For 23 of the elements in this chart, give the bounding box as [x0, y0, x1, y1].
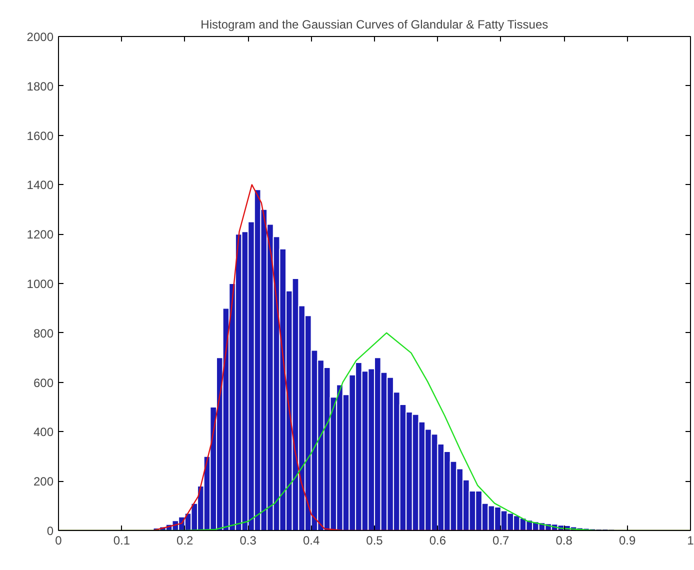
- x-tick-label: 0.8: [556, 534, 573, 548]
- y-tick-label: 600: [33, 376, 54, 390]
- x-tick-label: 0.7: [492, 534, 510, 548]
- x-tick-label: 0.5: [366, 534, 384, 548]
- y-tick-label: 0: [46, 524, 54, 538]
- x-tick-label: 0.1: [113, 534, 130, 548]
- y-tick-label: 400: [33, 425, 54, 440]
- x-tick-label: 0.2: [176, 534, 194, 548]
- x-tick-label: 0.4: [302, 534, 320, 548]
- x-tick-label: 1: [687, 534, 694, 548]
- y-tick-label: 1600: [26, 128, 54, 143]
- y-tick-label: 200: [33, 474, 54, 489]
- y-tick-label: 2000: [26, 30, 54, 44]
- y-tick-label: 1800: [26, 79, 54, 94]
- x-tick-label: 0: [55, 534, 62, 548]
- chart-title: Histogram and the Gaussian Curves of Glandular & Fatty Tissues: [200, 18, 548, 32]
- y-tick-label: 800: [33, 326, 54, 340]
- x-tick-label: 0.6: [429, 534, 446, 548]
- y-tick-label: 1200: [26, 228, 54, 242]
- x-tick-label: 0.9: [618, 534, 636, 548]
- x-tick-label: 0.3: [240, 534, 257, 548]
- y-tick-label: 1000: [26, 277, 54, 291]
- y-tick-label: 1400: [26, 178, 54, 192]
